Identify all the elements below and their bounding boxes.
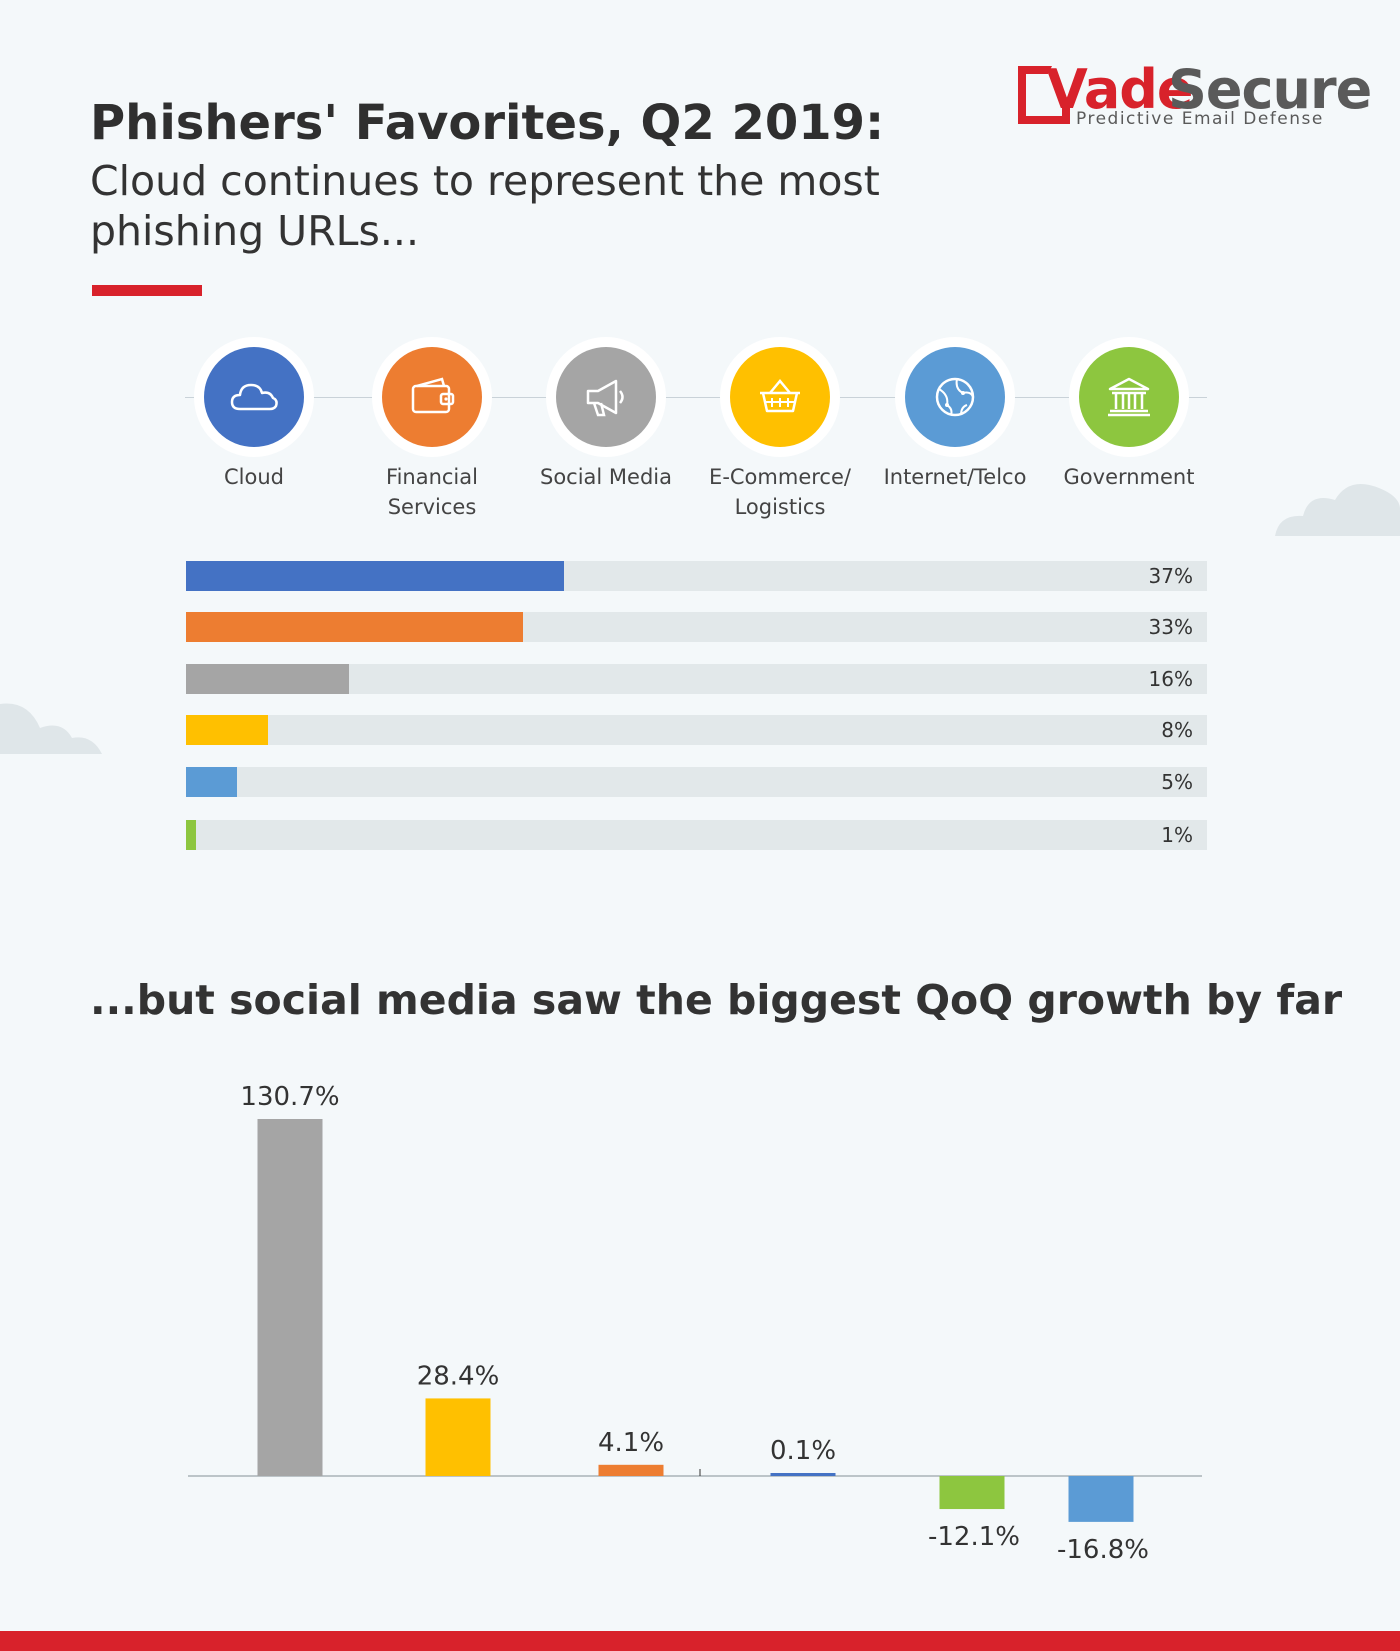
page-subtitle: Cloud continues to represent the most ph… <box>90 157 880 255</box>
share-bar-fill <box>186 664 350 694</box>
growth-bar <box>1068 1476 1134 1522</box>
logo-word-secure: Secure <box>1168 58 1372 121</box>
share-bar-social-media: 16% <box>186 664 1207 694</box>
category-label: Cloud <box>224 465 284 489</box>
page-title: Phishers' Favorites, Q2 2019: <box>90 95 885 151</box>
basket-icon <box>730 347 830 447</box>
category-label: Financial Services <box>386 465 478 519</box>
growth-value-label: -12.1% <box>928 1522 1020 1552</box>
share-value-label: 1% <box>1161 823 1193 847</box>
share-bar-fill <box>186 715 268 745</box>
category-label: Social Media <box>539 465 672 489</box>
growth-section-title: ...but social media saw the biggest QoQ … <box>90 976 1343 1024</box>
share-bar-fill <box>186 820 197 850</box>
growth-bar <box>598 1464 664 1476</box>
decorative-cloud-right <box>1275 484 1400 536</box>
growth-value-label: -16.8% <box>1057 1535 1149 1565</box>
logo-check-mark <box>1018 66 1070 124</box>
icon-connector-line <box>185 397 1207 398</box>
share-value-label: 33% <box>1148 615 1193 639</box>
category-government: Government <box>1039 337 1219 527</box>
category-social-media: Social Media <box>516 337 696 527</box>
share-value-label: 16% <box>1148 667 1193 691</box>
growth-bar <box>770 1473 836 1476</box>
growth-value-label: 0.1% <box>770 1436 836 1466</box>
category-cloud: Cloud <box>164 337 344 527</box>
title-underline <box>92 285 202 296</box>
cloud-icon <box>204 347 304 447</box>
megaphone-icon <box>556 347 656 447</box>
share-bar-e-commerce-logistics: 8% <box>186 715 1207 745</box>
government-building-icon <box>1079 347 1179 447</box>
growth-value-label: 4.1% <box>598 1428 664 1458</box>
decorative-cloud-left <box>0 703 102 754</box>
category-e-commerce-logistics: E-Commerce/ Logistics <box>690 337 870 527</box>
growth-bar <box>939 1476 1005 1510</box>
growth-bar <box>257 1119 323 1476</box>
share-bar-fill <box>186 612 524 642</box>
share-bar-financial-services: 33% <box>186 612 1207 642</box>
growth-bar <box>425 1398 491 1476</box>
logo-word-vade: Vade <box>1046 58 1194 121</box>
wallet-icon <box>382 347 482 447</box>
vade-secure-logo: Vade Secure Predictive Email Defense <box>1012 58 1372 133</box>
growth-value-label: 130.7% <box>240 1082 339 1112</box>
share-bar-internet-telco: 5% <box>186 767 1207 797</box>
category-label: Government <box>1063 465 1195 489</box>
share-value-label: 37% <box>1148 564 1193 588</box>
share-value-label: 8% <box>1161 718 1193 742</box>
globe-icon <box>905 347 1005 447</box>
share-bar-government: 1% <box>186 820 1207 850</box>
category-label: E-Commerce/ Logistics <box>709 465 851 519</box>
share-bar-fill <box>186 767 238 797</box>
share-value-label: 5% <box>1161 770 1193 794</box>
qoq-growth-chart: 130.7% 28.4% 4.1% 0.1% -12.1% -16.8% <box>188 1082 1202 1565</box>
growth-value-label: 28.4% <box>417 1361 500 1391</box>
category-internet-telco: Internet/Telco <box>865 337 1045 527</box>
logo-tagline: Predictive Email Defense <box>1076 109 1324 129</box>
category-label: Internet/Telco <box>883 465 1027 489</box>
category-financial-services: Financial Services <box>342 337 522 527</box>
share-bar-fill <box>186 561 564 591</box>
share-bar-cloud: 37% <box>186 561 1207 591</box>
footer-red-bar <box>0 1631 1400 1651</box>
